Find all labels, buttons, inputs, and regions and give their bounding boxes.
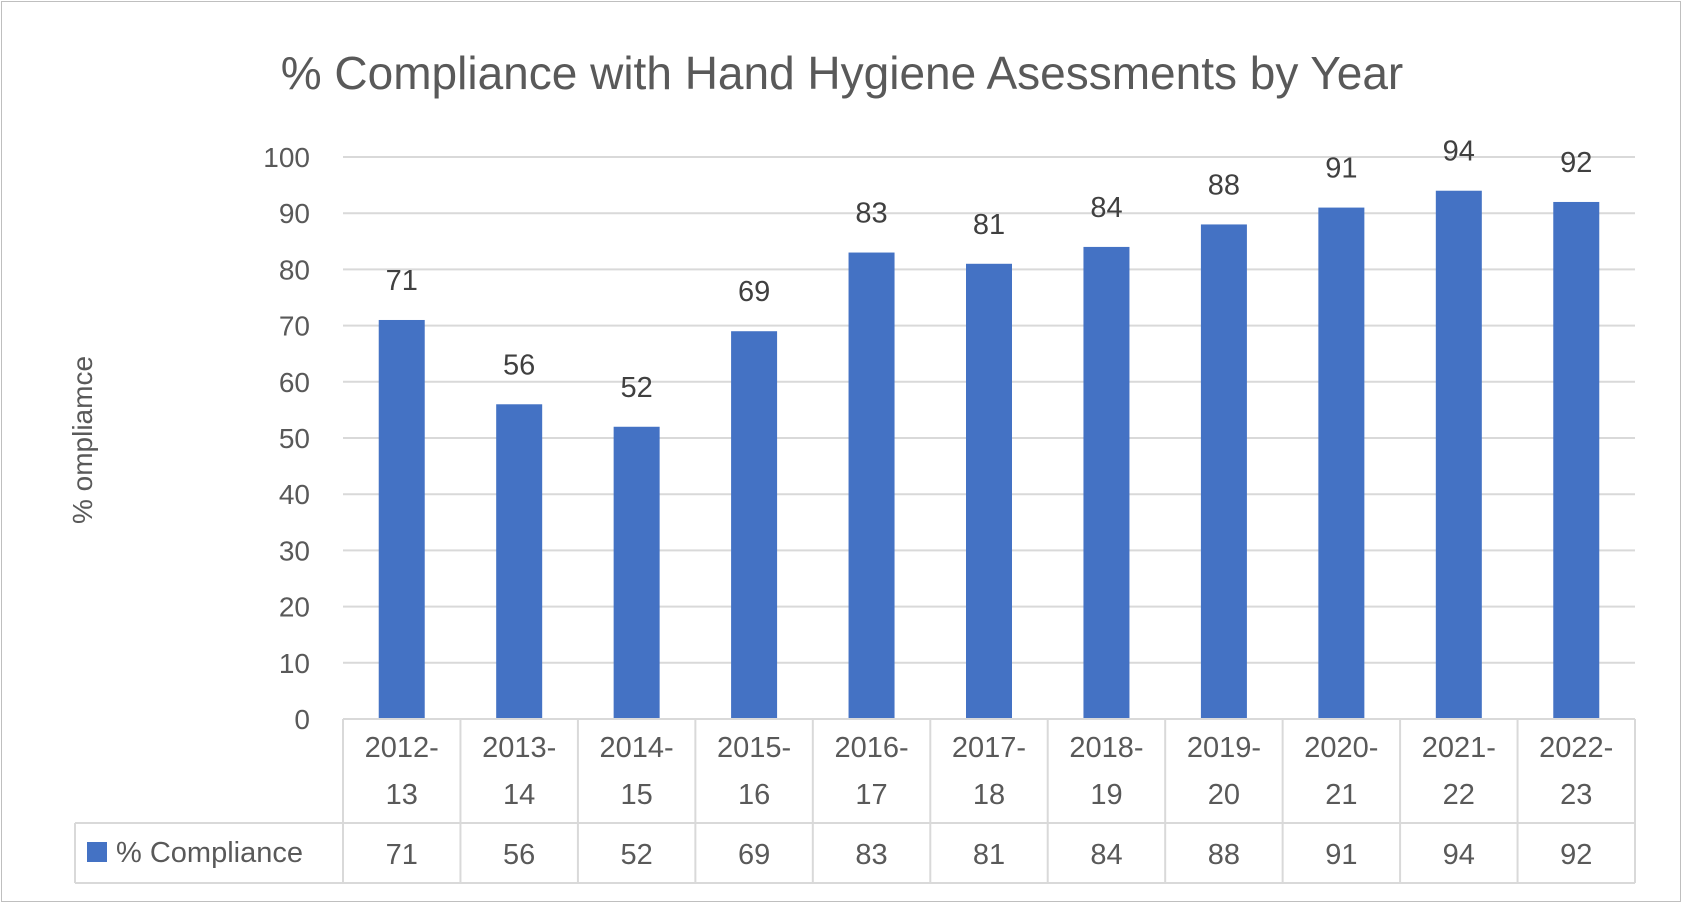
- bar-2016-17: [848, 252, 895, 720]
- x-tick-label-line1: 2012-: [365, 732, 439, 764]
- x-tick-label-line2: 16: [738, 779, 770, 811]
- x-tick-label-line1: 2021-: [1422, 732, 1496, 764]
- y-tick-label: 60: [279, 367, 310, 398]
- x-tick-label-line1: 2020-: [1304, 732, 1378, 764]
- table-value-cell: 56: [503, 839, 535, 871]
- bar-2014-15: [613, 426, 660, 719]
- bar-2017-18: [966, 263, 1012, 719]
- data-label: 69: [738, 276, 770, 308]
- y-tick-label: 0: [294, 704, 310, 735]
- table-value-cell: 91: [1325, 839, 1357, 871]
- data-labels: 71 56 52 69 83 81 84 88 91 94 92: [386, 136, 1593, 404]
- bar-2022-23: [1553, 201, 1600, 719]
- y-tick-label: 40: [279, 479, 310, 510]
- table-value-cell: 94: [1443, 839, 1475, 871]
- table-value-cell: 69: [738, 839, 770, 871]
- x-tick-label-line1: 2017-: [952, 732, 1026, 764]
- bar-2019-20: [1200, 224, 1247, 719]
- gridlines: [343, 156, 1635, 664]
- y-tick-label: 20: [279, 592, 310, 623]
- x-tick-label-line2: 14: [503, 779, 535, 811]
- chart-title: % Compliance with Hand Hygiene Asessment…: [281, 47, 1404, 99]
- data-label: 71: [386, 265, 418, 297]
- x-tick-label-line2: 23: [1560, 779, 1592, 811]
- x-tick-label-line2: 15: [621, 779, 653, 811]
- bar-2018-19: [1083, 246, 1130, 720]
- table-value-cell: 71: [386, 839, 418, 871]
- data-label: 52: [621, 372, 653, 404]
- x-tick-label-line2: 21: [1325, 779, 1357, 811]
- y-tick-label: 80: [279, 254, 310, 285]
- table-value-cell: 88: [1208, 839, 1240, 871]
- table-value-cell: 83: [855, 839, 887, 871]
- y-tick-label: 10: [279, 648, 310, 679]
- data-label: 56: [503, 349, 535, 381]
- bar-2013-14: [496, 404, 543, 719]
- data-label: 81: [973, 209, 1005, 241]
- x-tick-label-line2: 13: [386, 779, 418, 811]
- table-value-cell: 52: [621, 839, 653, 871]
- data-label: 91: [1325, 153, 1357, 185]
- bar-2020-21: [1318, 207, 1365, 719]
- y-tick-label: 100: [263, 142, 310, 173]
- bar-2021-22: [1435, 190, 1482, 720]
- x-tick-label-line2: 19: [1090, 779, 1122, 811]
- x-tick-label-line2: 18: [973, 779, 1005, 811]
- data-label: 88: [1208, 169, 1240, 201]
- x-tick-label-line1: 2014-: [600, 732, 674, 764]
- y-axis-ticks: 0 10 20 30 40 50 60 70 80 90 100: [263, 142, 310, 735]
- data-label: 83: [855, 198, 887, 230]
- x-tick-label-line2: 20: [1208, 779, 1240, 811]
- x-tick-label-line1: 2013-: [482, 732, 556, 764]
- data-table: 2012- 13 71 2013- 14 56 2014- 15 52 2015- 16 69 2016…: [74, 718, 1636, 884]
- y-tick-label: 90: [279, 198, 310, 229]
- table-value-cell: 92: [1560, 839, 1592, 871]
- bar-2012-13: [378, 319, 425, 719]
- data-label: 84: [1090, 192, 1122, 224]
- x-tick-label-line2: 17: [855, 779, 887, 811]
- y-tick-label: 50: [279, 423, 310, 454]
- table-value-cell: 81: [973, 839, 1005, 871]
- table-value-cell: 84: [1090, 839, 1122, 871]
- x-tick-label-line2: 22: [1443, 779, 1475, 811]
- y-tick-label: 70: [279, 311, 310, 342]
- x-tick-label-line1: 2022-: [1539, 732, 1613, 764]
- x-tick-label-line1: 2015-: [717, 732, 791, 764]
- x-tick-label-line1: 2018-: [1069, 732, 1143, 764]
- bar-2015-16: [731, 331, 778, 719]
- legend-swatch: [87, 842, 107, 862]
- bars: [378, 190, 1600, 720]
- data-label: 94: [1443, 136, 1475, 168]
- y-tick-label: 30: [279, 535, 310, 566]
- data-label: 92: [1560, 147, 1592, 179]
- legend-series-name: % Compliance: [116, 837, 303, 869]
- x-tick-label-line1: 2019-: [1187, 732, 1261, 764]
- x-tick-label-line1: 2016-: [834, 732, 908, 764]
- y-axis-title: % ompliamce: [67, 356, 98, 524]
